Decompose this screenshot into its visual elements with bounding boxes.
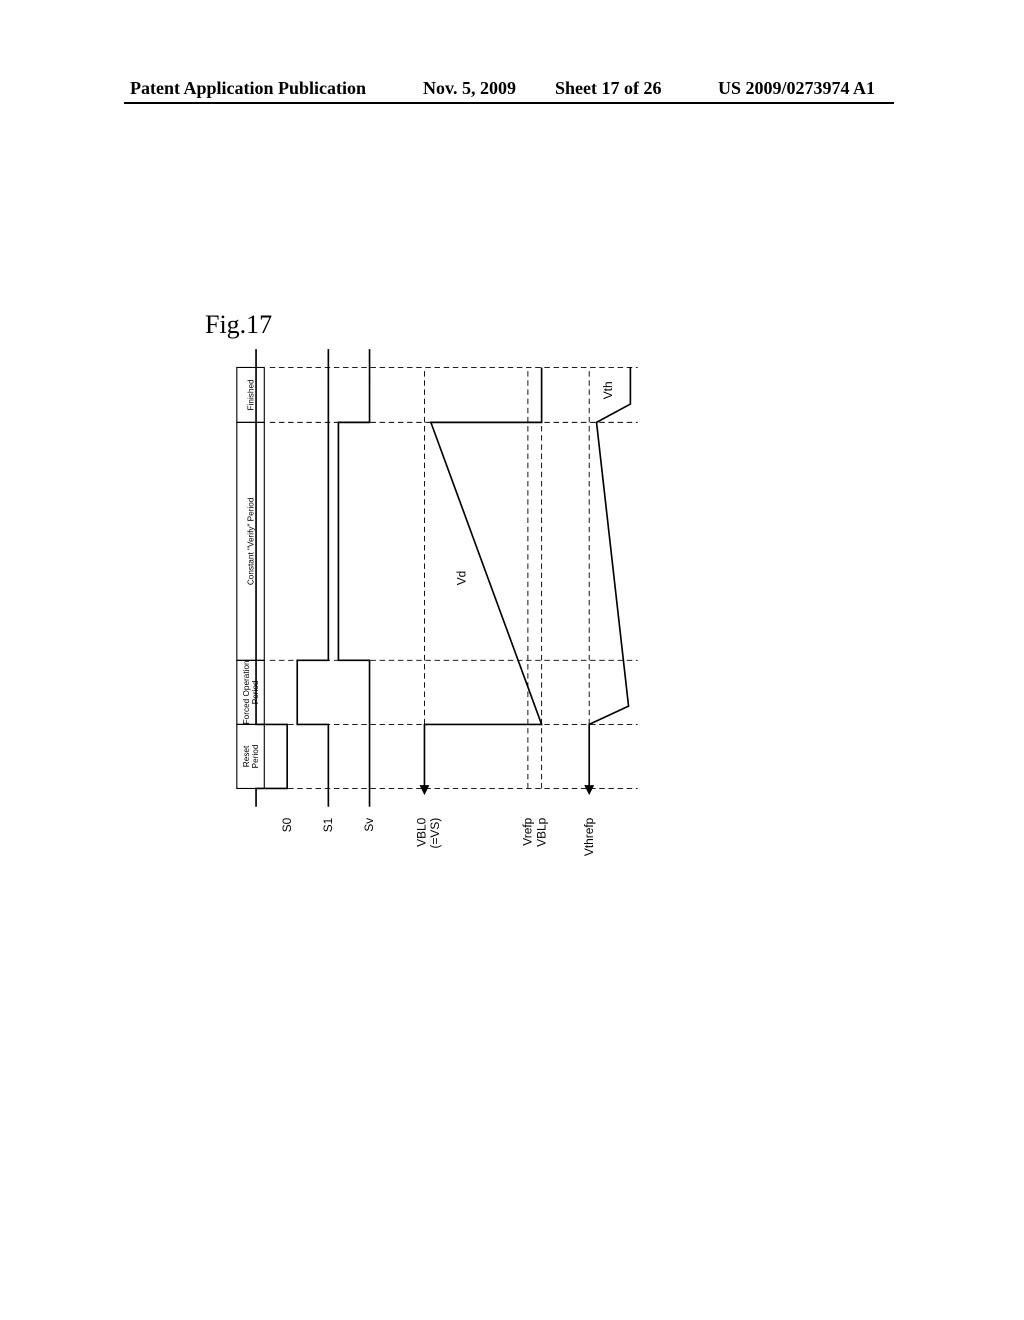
svg-text:Period: Period [251, 744, 260, 768]
header-left: Patent Application Publication [130, 78, 366, 99]
svg-text:Vth: Vth [601, 381, 615, 399]
svg-text:Sv: Sv [362, 818, 376, 832]
timing-diagram: ResetPeriodForced OperationPeriodConstan… [235, 290, 775, 830]
timing-diagram-inner: ResetPeriodForced OperationPeriodConstan… [235, 340, 647, 880]
header-date: Nov. 5, 2009 [423, 78, 516, 99]
svg-text:VBLp: VBLp [534, 817, 548, 846]
svg-text:Vrefp: Vrefp [521, 817, 535, 845]
svg-text:Reset: Reset [242, 745, 251, 767]
svg-text:S0: S0 [280, 817, 294, 832]
page: Patent Application Publication Nov. 5, 2… [0, 0, 1024, 1320]
svg-text:VBL0(=VS): VBL0(=VS) [415, 817, 442, 848]
svg-text:Constant "Verify" Period: Constant "Verify" Period [246, 497, 255, 585]
svg-text:Vd: Vd [455, 571, 469, 586]
header-sheet: Sheet 17 of 26 [555, 78, 662, 99]
svg-text:Finished: Finished [246, 379, 255, 410]
svg-text:S1: S1 [321, 817, 335, 832]
header-pubno: US 2009/0273974 A1 [718, 78, 875, 99]
svg-text:Forced Operation: Forced Operation [242, 660, 251, 724]
header-rule [124, 102, 894, 104]
svg-text:Vthrefp: Vthrefp [582, 817, 596, 856]
